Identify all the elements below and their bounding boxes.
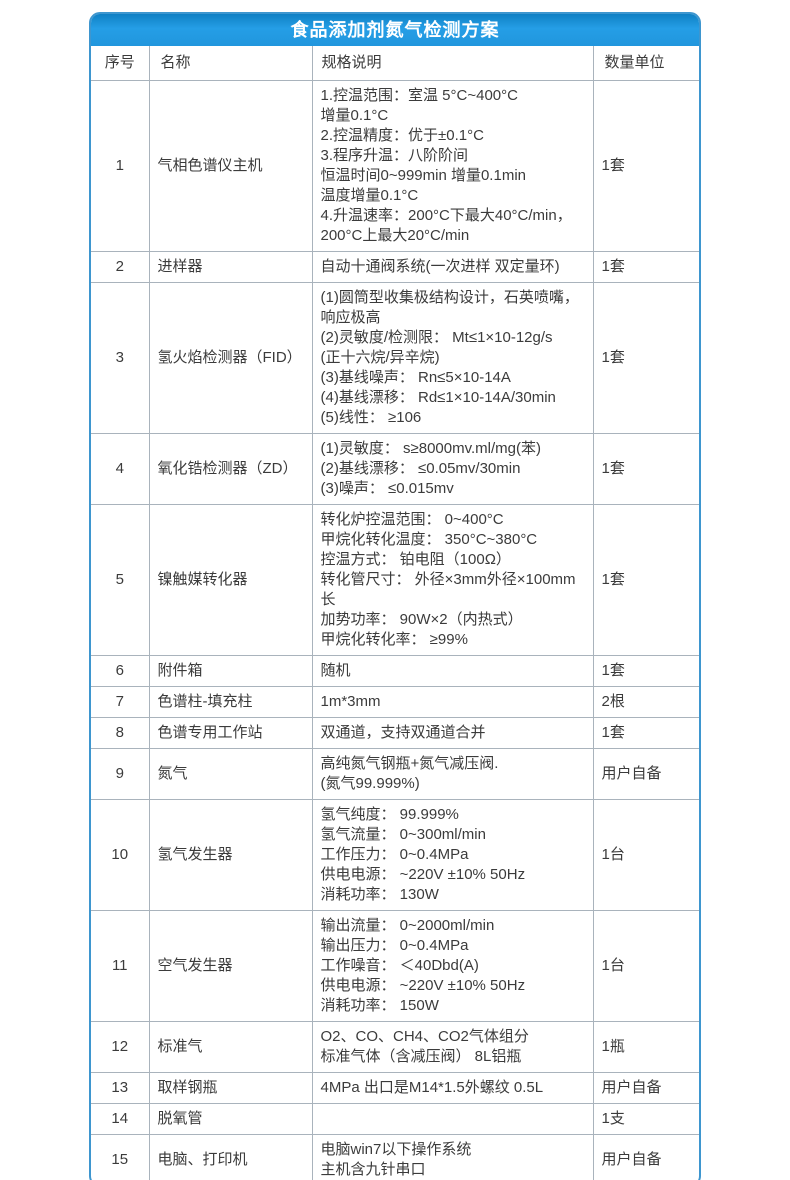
column-header-spec: 规格说明 xyxy=(311,46,594,81)
title-band: 食品添加剂氮气检测方案 xyxy=(91,14,699,46)
cell-serial-number: 11 xyxy=(91,910,150,1022)
cell-item-name: 氢火焰检测器（FID） xyxy=(148,282,313,434)
table-row: 3 氢火焰检测器（FID） (1)圆筒型收集极结构设计，石英喷嘴， 响应极高 (… xyxy=(91,282,699,434)
cell-specification: O2、CO、CH4、CO2气体组分 标准气体（含减压阀） 8L铝瓶 xyxy=(311,1021,594,1073)
cell-quantity-unit: 1瓶 xyxy=(592,1021,699,1073)
table-row: 12 标准气 O2、CO、CH4、CO2气体组分 标准气体（含减压阀） 8L铝瓶… xyxy=(91,1021,699,1073)
cell-serial-number: 4 xyxy=(91,433,150,505)
cell-item-name: 气相色谱仪主机 xyxy=(148,80,313,252)
column-header-no: 序号 xyxy=(91,46,150,81)
cell-quantity-unit: 1台 xyxy=(592,910,699,1022)
column-header-qty: 数量单位 xyxy=(592,46,699,81)
cell-quantity-unit: 1套 xyxy=(592,655,699,687)
spec-table-card: 食品添加剂氮气检测方案 序号 名称 规格说明 数量单位 1 气相色谱仪主机 1.… xyxy=(89,12,701,1180)
table-row: 9 氮气 高纯氮气钢瓶+氮气减压阀. (氮气99.999%) 用户自备 xyxy=(91,748,699,800)
cell-specification: (1)灵敏度： s≥8000mv.ml/mg(苯) (2)基线漂移： ≤0.05… xyxy=(311,433,594,505)
cell-specification: 双通道，支持双通道合并 xyxy=(311,717,594,749)
table-row: 14 脱氧管 1支 xyxy=(91,1103,699,1135)
cell-quantity-unit: 1套 xyxy=(592,251,699,283)
cell-quantity-unit: 1套 xyxy=(592,433,699,505)
cell-specification: 高纯氮气钢瓶+氮气减压阀. (氮气99.999%) xyxy=(311,748,594,800)
table-body: 1 气相色谱仪主机 1.控温范围：室温 5°C~400°C 增量0.1°C 2.… xyxy=(91,80,699,1180)
cell-serial-number: 14 xyxy=(91,1103,150,1135)
cell-quantity-unit: 用户自备 xyxy=(592,1134,699,1180)
cell-serial-number: 3 xyxy=(91,282,150,434)
cell-item-name: 氢气发生器 xyxy=(148,799,313,911)
cell-serial-number: 5 xyxy=(91,504,150,656)
cell-quantity-unit: 1套 xyxy=(592,80,699,252)
cell-serial-number: 7 xyxy=(91,686,150,718)
cell-item-name: 电脑、打印机 xyxy=(148,1134,313,1180)
cell-item-name: 附件箱 xyxy=(148,655,313,687)
cell-quantity-unit: 1套 xyxy=(592,717,699,749)
cell-quantity-unit: 1套 xyxy=(592,504,699,656)
cell-item-name: 镍触媒转化器 xyxy=(148,504,313,656)
cell-quantity-unit: 1支 xyxy=(592,1103,699,1135)
cell-specification xyxy=(311,1103,594,1135)
table-row: 5 镍触媒转化器 转化炉控温范围： 0~400°C 甲烷化转化温度： 350°C… xyxy=(91,504,699,656)
cell-serial-number: 15 xyxy=(91,1134,150,1180)
cell-serial-number: 10 xyxy=(91,799,150,911)
table-row: 10 氢气发生器 氢气纯度： 99.999% 氢气流量： 0~300ml/min… xyxy=(91,799,699,911)
cell-quantity-unit: 1套 xyxy=(592,282,699,434)
cell-item-name: 色谱专用工作站 xyxy=(148,717,313,749)
cell-serial-number: 8 xyxy=(91,717,150,749)
cell-quantity-unit: 用户自备 xyxy=(592,1072,699,1104)
cell-serial-number: 12 xyxy=(91,1021,150,1073)
cell-specification: 4MPa 出口是M14*1.5外螺纹 0.5L xyxy=(311,1072,594,1104)
cell-specification: 输出流量： 0~2000ml/min 输出压力： 0~0.4MPa 工作噪音： … xyxy=(311,910,594,1022)
cell-specification: 随机 xyxy=(311,655,594,687)
cell-specification: 1m*3mm xyxy=(311,686,594,718)
spec-table: 序号 名称 规格说明 数量单位 1 气相色谱仪主机 1.控温范围：室温 5°C~… xyxy=(91,46,699,1180)
table-header-row: 序号 名称 规格说明 数量单位 xyxy=(91,46,699,81)
table-row: 6 附件箱 随机 1套 xyxy=(91,655,699,687)
cell-serial-number: 13 xyxy=(91,1072,150,1104)
table-row: 7 色谱柱-填充柱 1m*3mm 2根 xyxy=(91,686,699,718)
cell-serial-number: 2 xyxy=(91,251,150,283)
cell-serial-number: 9 xyxy=(91,748,150,800)
table-row: 11 空气发生器 输出流量： 0~2000ml/min 输出压力： 0~0.4M… xyxy=(91,910,699,1022)
cell-specification: 电脑win7以下操作系统 主机含九针串口 xyxy=(311,1134,594,1180)
page-title: 食品添加剂氮气检测方案 xyxy=(290,20,500,40)
table-row: 13 取样钢瓶 4MPa 出口是M14*1.5外螺纹 0.5L 用户自备 xyxy=(91,1072,699,1104)
cell-specification: 1.控温范围：室温 5°C~400°C 增量0.1°C 2.控温精度：优于±0.… xyxy=(311,80,594,252)
table-row: 4 氧化锆检测器（ZD） (1)灵敏度： s≥8000mv.ml/mg(苯) (… xyxy=(91,433,699,505)
cell-item-name: 取样钢瓶 xyxy=(148,1072,313,1104)
cell-item-name: 氮气 xyxy=(148,748,313,800)
table-row: 15 电脑、打印机 电脑win7以下操作系统 主机含九针串口 用户自备 xyxy=(91,1134,699,1180)
cell-item-name: 标准气 xyxy=(148,1021,313,1073)
cell-item-name: 空气发生器 xyxy=(148,910,313,1022)
cell-item-name: 氧化锆检测器（ZD） xyxy=(148,433,313,505)
cell-serial-number: 6 xyxy=(91,655,150,687)
cell-specification: 氢气纯度： 99.999% 氢气流量： 0~300ml/min 工作压力： 0~… xyxy=(311,799,594,911)
cell-quantity-unit: 2根 xyxy=(592,686,699,718)
cell-item-name: 脱氧管 xyxy=(148,1103,313,1135)
cell-item-name: 进样器 xyxy=(148,251,313,283)
cell-serial-number: 1 xyxy=(91,80,150,252)
cell-specification: (1)圆筒型收集极结构设计，石英喷嘴， 响应极高 (2)灵敏度/检测限： Mt≤… xyxy=(311,282,594,434)
column-header-name: 名称 xyxy=(148,46,313,81)
table-row: 8 色谱专用工作站 双通道，支持双通道合并 1套 xyxy=(91,717,699,749)
cell-quantity-unit: 用户自备 xyxy=(592,748,699,800)
table-row: 1 气相色谱仪主机 1.控温范围：室温 5°C~400°C 增量0.1°C 2.… xyxy=(91,80,699,252)
cell-quantity-unit: 1台 xyxy=(592,799,699,911)
cell-item-name: 色谱柱-填充柱 xyxy=(148,686,313,718)
table-row: 2 进样器 自动十通阀系统(一次进样 双定量环) 1套 xyxy=(91,251,699,283)
cell-specification: 自动十通阀系统(一次进样 双定量环) xyxy=(311,251,594,283)
cell-specification: 转化炉控温范围： 0~400°C 甲烷化转化温度： 350°C~380°C 控温… xyxy=(311,504,594,656)
